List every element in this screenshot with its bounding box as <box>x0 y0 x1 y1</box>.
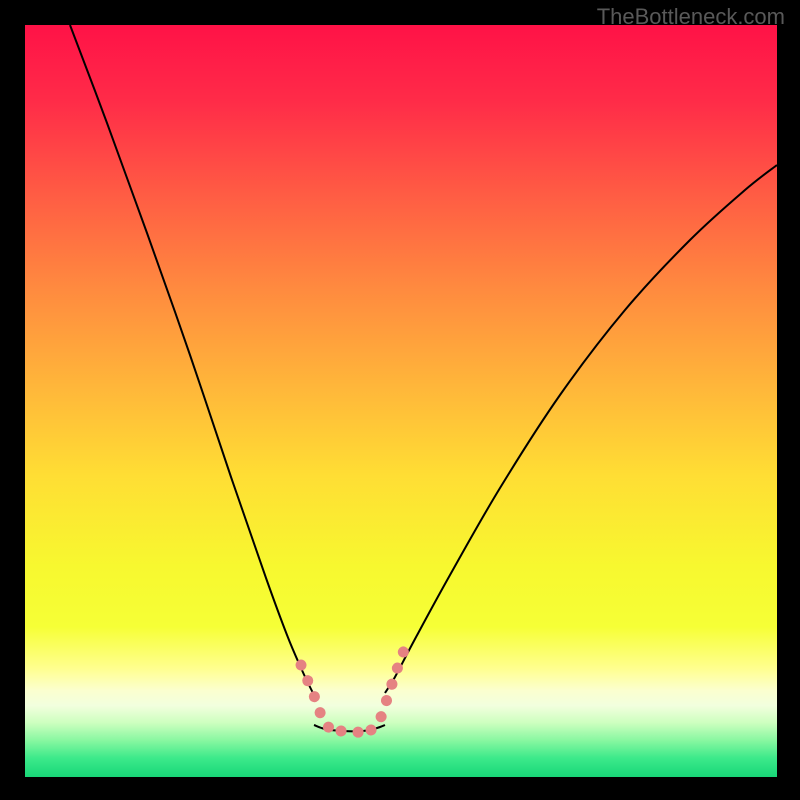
watermark-text: TheBottleneck.com <box>597 4 785 30</box>
stage: TheBottleneck.com <box>0 0 800 800</box>
chart-frame <box>23 23 779 779</box>
